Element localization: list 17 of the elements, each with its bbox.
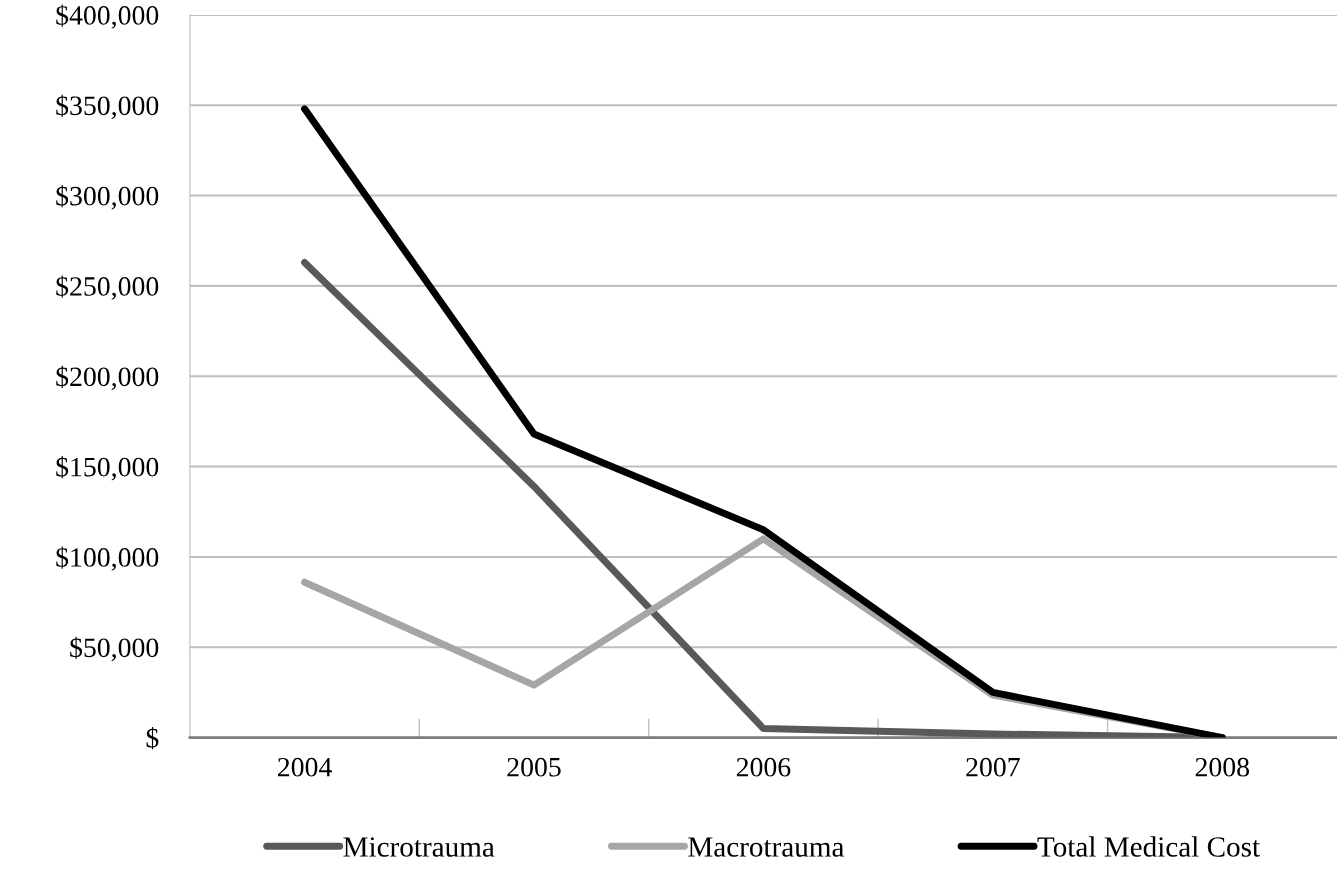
legend-label: Total Medical Cost: [1037, 836, 1260, 857]
x-tick-label: 2008: [1195, 757, 1249, 777]
legend-label: Macrotrauma: [688, 837, 845, 857]
x-tick-label: 2004: [278, 757, 332, 777]
y-tick-label: $300,000: [56, 185, 159, 210]
y-tick-label: $250,000: [56, 275, 159, 300]
x-tick-label: 2005: [507, 757, 561, 777]
y-tick-label: $200,000: [56, 365, 159, 391]
y-tick-label: $350,000: [56, 94, 159, 120]
y-tick-label: $50,000: [70, 636, 159, 662]
y-tick-label: $150,000: [56, 456, 159, 481]
legend-label: Microtrauma: [343, 837, 495, 857]
y-tick-label: $400,000: [56, 4, 159, 29]
y-tick-label: $100,000: [56, 546, 159, 571]
x-tick-label: 2006: [736, 757, 791, 777]
x-tick-label: 2007: [966, 757, 1020, 777]
y-tick-label: $: [146, 727, 159, 750]
